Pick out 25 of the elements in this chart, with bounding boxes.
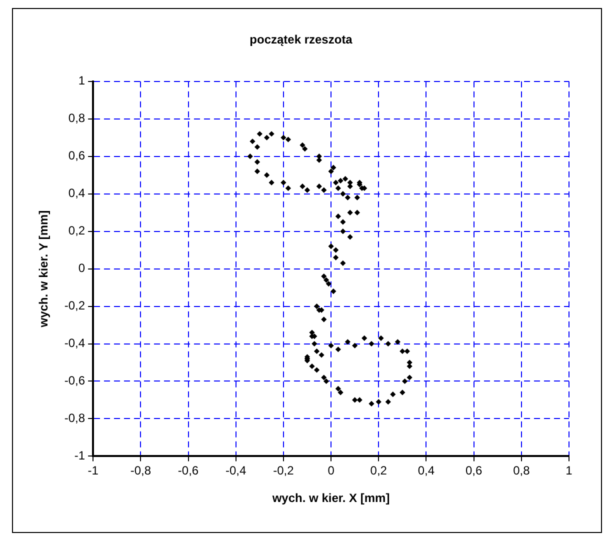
x-tick-label: 1 [566, 464, 573, 478]
x-tick-label: 0,2 [370, 464, 388, 478]
chart-title: początek rzeszota [250, 32, 353, 47]
y-tick-label: -1 [74, 448, 86, 463]
y-tick-label: -0,6 [64, 374, 86, 388]
x-tick-label: -0,4 [226, 464, 247, 478]
y-tick-label: -0,2 [64, 298, 86, 313]
x-tick-label: -0,2 [273, 464, 294, 478]
y-tick-label: 0,8 [68, 111, 86, 126]
y-tick-label: 0,6 [68, 148, 86, 163]
y-tick-label: 1 [78, 74, 86, 88]
y-tick-label: 0,2 [68, 224, 86, 238]
y-tick-label: -0,8 [64, 411, 86, 426]
x-tick-label: 0,4 [418, 464, 435, 478]
y-tick-label: 0 [78, 261, 86, 276]
x-tick-label: 0,8 [513, 464, 530, 478]
y-axis-title: wych. w kier. Y [mm] [36, 210, 51, 328]
x-axis-title: wych. w kier. X [mm] [271, 491, 390, 506]
x-tick-label: -1 [88, 464, 99, 478]
x-tick-label: 0,6 [465, 464, 482, 478]
y-tick-label: 0,4 [68, 186, 86, 200]
x-tick-label: -0,6 [178, 464, 199, 478]
x-tick-label: -0,8 [130, 464, 152, 478]
x-tick-label: 0 [328, 464, 335, 478]
y-tick-label: -0,4 [64, 336, 86, 350]
